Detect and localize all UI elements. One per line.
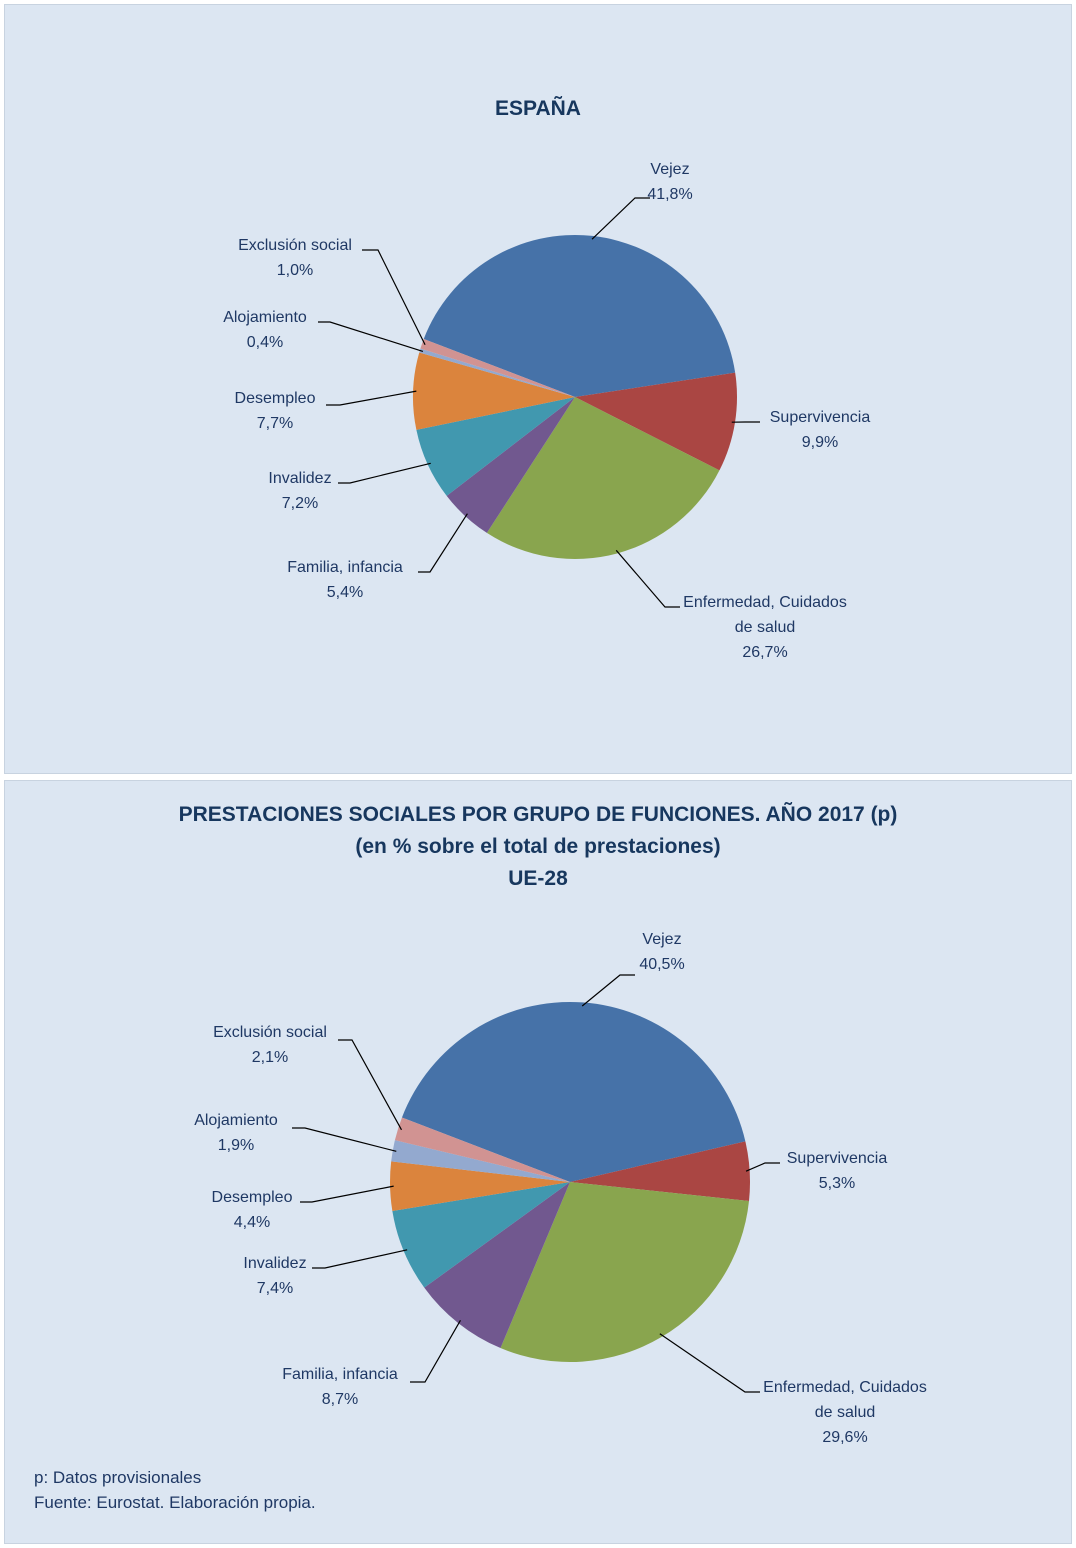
value-label: 41,8% bbox=[647, 186, 693, 203]
category-label: Vejez bbox=[642, 931, 682, 948]
data-label: Supervivencia 9,9% bbox=[710, 405, 930, 455]
chart-title: UE-28 bbox=[508, 867, 568, 890]
leader-line bbox=[312, 1249, 408, 1269]
chart-title: ESPAÑA bbox=[495, 97, 581, 120]
category-label: Enfermedad, Cuidados de salud bbox=[763, 1379, 927, 1421]
data-label: Familia, infancia 8,7% bbox=[230, 1362, 450, 1412]
value-label: 1,0% bbox=[276, 262, 314, 279]
category-label: Vejez bbox=[650, 161, 690, 178]
data-label: Invalidez 7,4% bbox=[165, 1251, 385, 1301]
data-label: Vejez 40,5% bbox=[552, 927, 772, 977]
value-label: 26,7% bbox=[742, 644, 788, 661]
leader-line bbox=[300, 1185, 394, 1203]
pie-slice bbox=[500, 1182, 749, 1362]
pie-slice bbox=[391, 1140, 570, 1182]
value-label: 2,1% bbox=[251, 1049, 289, 1066]
data-label: Desempleo 7,7% bbox=[165, 386, 385, 436]
leader-line bbox=[338, 1039, 403, 1131]
pie-slice bbox=[446, 397, 575, 533]
pie-slice bbox=[416, 397, 575, 496]
value-label: 7,2% bbox=[281, 495, 319, 512]
pie-slice bbox=[413, 352, 575, 430]
value-label: 1,9% bbox=[217, 1137, 255, 1154]
value-label: 0,4% bbox=[246, 334, 284, 351]
data-label: Vejez 41,8% bbox=[560, 157, 780, 207]
data-label: Invalidez 7,2% bbox=[190, 466, 410, 516]
pie-slice bbox=[394, 1117, 570, 1182]
data-label: Familia, infancia 5,4% bbox=[235, 555, 455, 605]
category-label: Desempleo bbox=[211, 1189, 293, 1206]
value-label: 4,4% bbox=[233, 1214, 271, 1231]
source: Fuente: Eurostat. Elaboración propia. bbox=[34, 1493, 316, 1512]
category-label: Supervivencia bbox=[769, 409, 871, 426]
leader-line bbox=[318, 321, 424, 352]
pie-slice bbox=[486, 397, 720, 559]
pie-slice bbox=[401, 1002, 746, 1182]
leader-line bbox=[362, 249, 426, 346]
data-label: Exclusión social 2,1% bbox=[160, 1020, 380, 1070]
pie-slice bbox=[420, 338, 575, 397]
category-label: Familia, infancia bbox=[282, 1366, 398, 1383]
pie-slice bbox=[575, 372, 737, 471]
value-label: 9,9% bbox=[801, 434, 839, 451]
value-label: 29,6% bbox=[822, 1429, 868, 1446]
pie-slice bbox=[570, 1141, 750, 1201]
data-label: Exclusión social 1,0% bbox=[185, 233, 405, 283]
value-label: 7,7% bbox=[256, 415, 294, 432]
value-label: 8,7% bbox=[321, 1391, 359, 1408]
category-label: Invalidez bbox=[243, 1255, 307, 1272]
leader-line bbox=[410, 1319, 461, 1383]
pie-slice bbox=[390, 1161, 570, 1211]
leader-line bbox=[292, 1127, 397, 1152]
pie-slice bbox=[392, 1182, 570, 1288]
leader-line bbox=[591, 197, 650, 240]
category-label: Supervivencia bbox=[786, 1150, 888, 1167]
leader-line bbox=[745, 1162, 780, 1172]
category-label: Invalidez bbox=[268, 470, 332, 487]
data-label: Alojamiento 0,4% bbox=[155, 305, 375, 355]
category-label: Alojamiento bbox=[223, 309, 307, 326]
leader-line bbox=[338, 462, 431, 484]
pie-slice bbox=[419, 348, 575, 397]
value-label: 5,4% bbox=[326, 584, 364, 601]
value-label: 7,4% bbox=[256, 1280, 294, 1297]
value-label: 40,5% bbox=[639, 956, 685, 973]
category-label: Familia, infancia bbox=[287, 559, 403, 576]
data-label: Enfermedad, Cuidados de salud 29,6% bbox=[735, 1375, 955, 1450]
leader-line bbox=[326, 390, 417, 406]
value-label: 5,3% bbox=[818, 1175, 856, 1192]
leader-line bbox=[615, 549, 680, 608]
data-label: Enfermedad, Cuidados de salud 26,7% bbox=[655, 590, 875, 665]
page-title: PRESTACIONES SOCIALES POR GRUPO DE FUNCI… bbox=[178, 803, 898, 826]
leader-line bbox=[418, 513, 468, 573]
footnote: p: Datos provisionales bbox=[34, 1468, 202, 1487]
leader-line bbox=[581, 974, 635, 1007]
data-label: Alojamiento 1,9% bbox=[126, 1108, 346, 1158]
category-label: Exclusión social bbox=[238, 237, 352, 254]
data-label: Supervivencia 5,3% bbox=[727, 1146, 947, 1196]
data-label: Desempleo 4,4% bbox=[142, 1185, 362, 1235]
leader-line bbox=[659, 1333, 760, 1393]
category-label: Desempleo bbox=[234, 390, 316, 407]
pie-slice bbox=[423, 235, 736, 397]
pie-slice bbox=[424, 1182, 570, 1349]
category-label: Alojamiento bbox=[194, 1112, 278, 1129]
category-label: Enfermedad, Cuidados de salud bbox=[683, 594, 847, 636]
page-subtitle: (en % sobre el total de prestaciones) bbox=[355, 835, 721, 858]
category-label: Exclusión social bbox=[213, 1024, 327, 1041]
